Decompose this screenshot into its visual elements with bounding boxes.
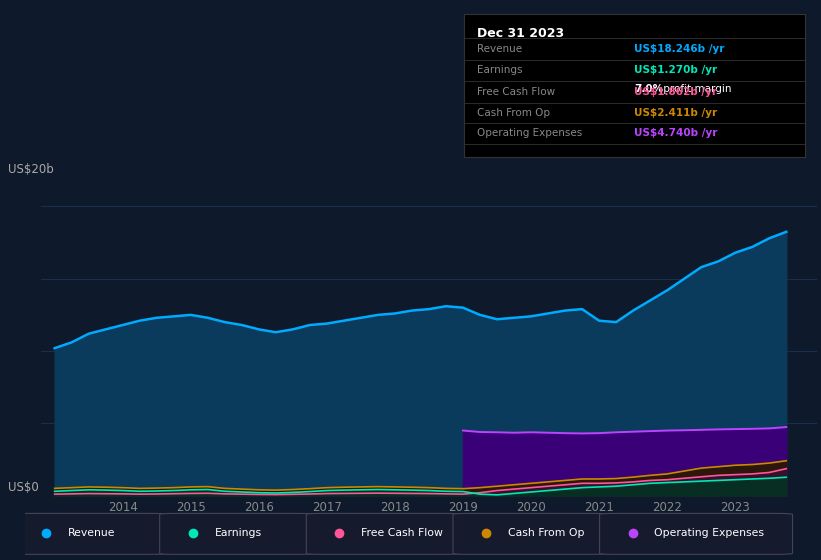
FancyBboxPatch shape bbox=[453, 514, 608, 554]
FancyBboxPatch shape bbox=[160, 514, 314, 554]
Text: Operating Expenses: Operating Expenses bbox=[478, 128, 583, 138]
Text: Free Cash Flow: Free Cash Flow bbox=[361, 529, 443, 538]
FancyBboxPatch shape bbox=[13, 514, 167, 554]
FancyBboxPatch shape bbox=[306, 514, 461, 554]
Text: Revenue: Revenue bbox=[68, 529, 115, 538]
Text: Cash From Op: Cash From Op bbox=[507, 529, 585, 538]
Text: US$20b: US$20b bbox=[8, 164, 54, 176]
Text: US$0: US$0 bbox=[8, 481, 39, 494]
Text: Earnings: Earnings bbox=[214, 529, 262, 538]
Text: 7.0%: 7.0% bbox=[635, 84, 663, 94]
FancyBboxPatch shape bbox=[599, 514, 792, 554]
Text: US$2.411b /yr: US$2.411b /yr bbox=[635, 108, 718, 118]
Text: Revenue: Revenue bbox=[478, 44, 523, 54]
Text: Earnings: Earnings bbox=[478, 66, 523, 76]
Text: Dec 31 2023: Dec 31 2023 bbox=[478, 27, 565, 40]
Text: Cash From Op: Cash From Op bbox=[478, 108, 551, 118]
Text: Free Cash Flow: Free Cash Flow bbox=[478, 87, 556, 97]
Text: US$1.270b /yr: US$1.270b /yr bbox=[635, 66, 718, 76]
Text: US$1.862b /yr: US$1.862b /yr bbox=[635, 87, 718, 97]
Text: Operating Expenses: Operating Expenses bbox=[654, 529, 764, 538]
Text: US$4.740b /yr: US$4.740b /yr bbox=[635, 128, 718, 138]
Text: US$18.246b /yr: US$18.246b /yr bbox=[635, 44, 725, 54]
Text: profit margin: profit margin bbox=[660, 84, 732, 94]
